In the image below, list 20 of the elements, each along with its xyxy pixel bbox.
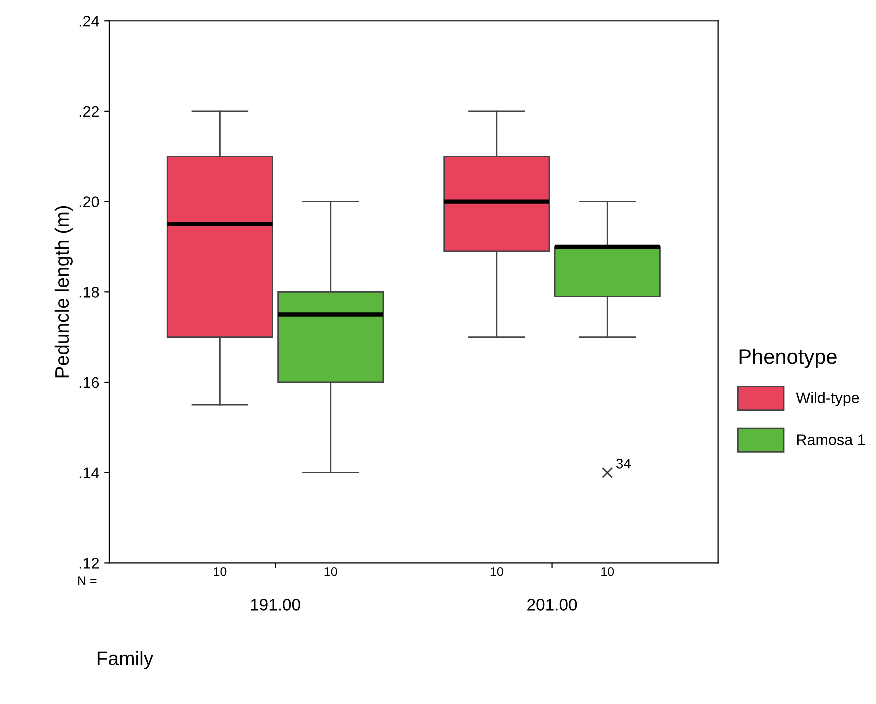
x-axis-title: Family <box>98 651 154 670</box>
x-tick-label: 191.00 <box>251 599 300 611</box>
x-tick-label: 201.00 <box>528 599 578 611</box>
text: 10 <box>214 567 227 576</box>
annotation: 34 <box>616 458 631 469</box>
y-tick-label: .14 <box>80 468 100 478</box>
text: N = <box>78 576 97 586</box>
text: 10 <box>324 567 338 576</box>
text: 10 <box>602 567 614 576</box>
y-tick-label: .12 <box>80 558 100 569</box>
y-tick-label: .22 <box>80 106 100 117</box>
y-tick-label: .24 <box>80 16 100 27</box>
y-tick-label: .16 <box>80 377 100 388</box>
legend-label: Ramosa 1 <box>797 434 866 446</box>
y-axis-title: Peduncle length (m) <box>54 206 73 378</box>
y-tick-label: .20 <box>80 196 100 208</box>
text: 10 <box>490 567 504 576</box>
legend-label: Wild-type <box>796 392 860 407</box>
y-tick-label: .18 <box>80 287 100 298</box>
legend-title: Phenotype <box>740 348 837 368</box>
